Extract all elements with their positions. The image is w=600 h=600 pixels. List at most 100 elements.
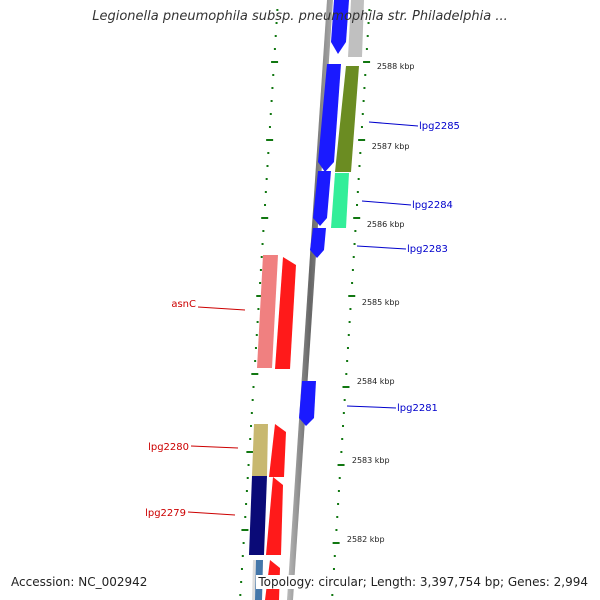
feature-lpg2283-block[interactable] (310, 228, 326, 258)
tick-label: 2583 kbp (352, 456, 390, 465)
feature-lpg2279-red[interactable] (266, 477, 283, 555)
minor-tick-mark (357, 178, 360, 180)
minor-tick-mark (251, 399, 254, 401)
gene-label-lpg2279[interactable]: lpg2279 (145, 508, 186, 519)
feature-top-grey (348, 0, 364, 57)
major-tick-mark (358, 139, 366, 141)
minor-tick-mark (273, 48, 276, 50)
major-tick-mark (353, 217, 361, 219)
feature-lpg2285-block[interactable] (318, 64, 341, 172)
gene-label-lpg2280[interactable]: lpg2280 (148, 442, 189, 453)
gene-leader-line (361, 200, 412, 206)
tick-label: 2585 kbp (362, 298, 400, 307)
minor-tick-mark (269, 113, 272, 115)
gene-label-lpg2284[interactable]: lpg2284 (412, 200, 453, 211)
minor-tick-mark (340, 451, 343, 453)
minor-tick-mark (359, 152, 362, 154)
minor-tick-mark (261, 243, 264, 245)
feature-lpg2280-khaki[interactable] (252, 424, 268, 476)
minor-tick-mark (256, 321, 259, 323)
feature-asnC-pink[interactable] (257, 255, 278, 368)
minor-tick-mark (264, 204, 267, 206)
tick-label: 2586 kbp (367, 220, 405, 229)
minor-tick-mark (336, 516, 339, 518)
minor-tick-mark (250, 412, 253, 414)
minor-tick-mark (250, 425, 253, 427)
gene-label-lpg2283[interactable]: lpg2283 (407, 244, 448, 255)
gene-label-asnC[interactable]: asnC (171, 299, 196, 310)
major-tick-mark (271, 61, 279, 63)
minor-tick-mark (276, 9, 279, 11)
minor-tick-mark (351, 269, 354, 271)
minor-tick-mark (342, 412, 345, 414)
minor-tick-mark (259, 282, 262, 284)
feature-lpg2284-block[interactable] (313, 171, 331, 226)
minor-tick-mark (274, 35, 277, 37)
minor-tick-mark (358, 165, 361, 167)
tick-label: 2582 kbp (347, 535, 385, 544)
minor-tick-mark (356, 204, 359, 206)
major-tick-mark (348, 295, 356, 297)
feature-lpg2279-navy[interactable] (249, 476, 267, 555)
tick-labels: 2588 kbp 2587 kbp 2586 kbp 2585 kbp 2584 kbp… (347, 62, 415, 544)
minor-tick-mark (254, 347, 257, 349)
tick-label: 2584 kbp (357, 377, 395, 386)
minor-tick-mark (360, 126, 363, 128)
gene-leader-line (356, 245, 407, 250)
inner-tick-ring (331, 9, 371, 596)
minor-tick-mark (361, 113, 364, 115)
minor-tick-mark (254, 360, 257, 362)
minor-tick-mark (367, 22, 370, 24)
minor-tick-mark (275, 22, 278, 24)
tick-label: 2587 kbp (372, 142, 410, 151)
gene-label-lpg2285[interactable]: lpg2285 (419, 121, 460, 132)
minor-tick-mark (337, 490, 340, 492)
minor-tick-mark (259, 269, 262, 271)
map-title: Legionella pneumophila subsp. pneumophil… (92, 9, 508, 24)
minor-tick-mark (341, 438, 344, 440)
gene-leader-line (190, 445, 239, 449)
major-tick-mark (256, 295, 264, 297)
minor-tick-mark (354, 230, 357, 232)
gene-label-lpg2281[interactable]: lpg2281 (397, 403, 438, 414)
major-tick-mark (261, 217, 269, 219)
gene-leader-line (346, 405, 397, 409)
topology-label: Topology: circular; Length: 3,397,754 bp… (256, 575, 590, 589)
minor-tick-mark (335, 529, 338, 531)
minor-tick-mark (365, 48, 368, 50)
minor-tick-mark (272, 74, 275, 76)
major-tick-mark (251, 373, 259, 375)
minor-tick-mark (257, 308, 260, 310)
feature-teal-block (331, 173, 349, 228)
minor-tick-mark (333, 555, 336, 557)
minor-tick-mark (266, 165, 269, 167)
feature-asnC-red[interactable] (275, 257, 296, 369)
minor-tick-mark (343, 399, 346, 401)
minor-tick-mark (255, 334, 258, 336)
minor-tick-mark (262, 230, 265, 232)
minor-tick-mark (351, 282, 354, 284)
minor-tick-mark (267, 152, 270, 154)
minor-tick-mark (264, 191, 267, 193)
minor-tick-mark (338, 477, 341, 479)
minor-tick-mark (347, 334, 350, 336)
minor-tick-mark (345, 373, 348, 375)
feature-olive-block (335, 66, 359, 172)
minor-tick-mark (352, 256, 355, 258)
feature-lpg2280-red[interactable] (269, 424, 286, 477)
feature-top-blue[interactable] (331, 0, 349, 54)
minor-tick-mark (240, 581, 243, 583)
major-tick-mark (363, 61, 371, 63)
feature-lpg2281-block[interactable] (299, 381, 316, 426)
minor-tick-mark (239, 594, 242, 596)
minor-tick-mark (268, 126, 271, 128)
minor-tick-mark (346, 347, 349, 349)
minor-tick-mark (242, 542, 245, 544)
minor-tick-mark (252, 386, 255, 388)
minor-tick-mark (331, 594, 334, 596)
minor-tick-mark (271, 87, 274, 89)
minor-tick-mark (368, 9, 371, 11)
minor-tick-mark (260, 256, 263, 258)
accession-label: Accession: NC_002942 (9, 575, 150, 589)
minor-tick-mark (244, 516, 247, 518)
